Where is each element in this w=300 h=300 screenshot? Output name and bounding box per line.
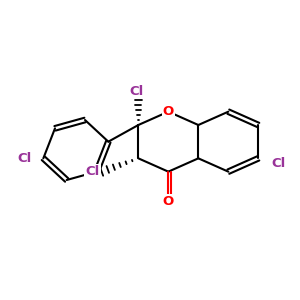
Text: Cl: Cl — [130, 85, 144, 98]
Text: Cl: Cl — [272, 157, 286, 170]
Text: Cl: Cl — [17, 152, 31, 165]
Text: Cl: Cl — [85, 165, 100, 178]
Text: O: O — [163, 105, 174, 118]
Text: O: O — [163, 195, 174, 208]
